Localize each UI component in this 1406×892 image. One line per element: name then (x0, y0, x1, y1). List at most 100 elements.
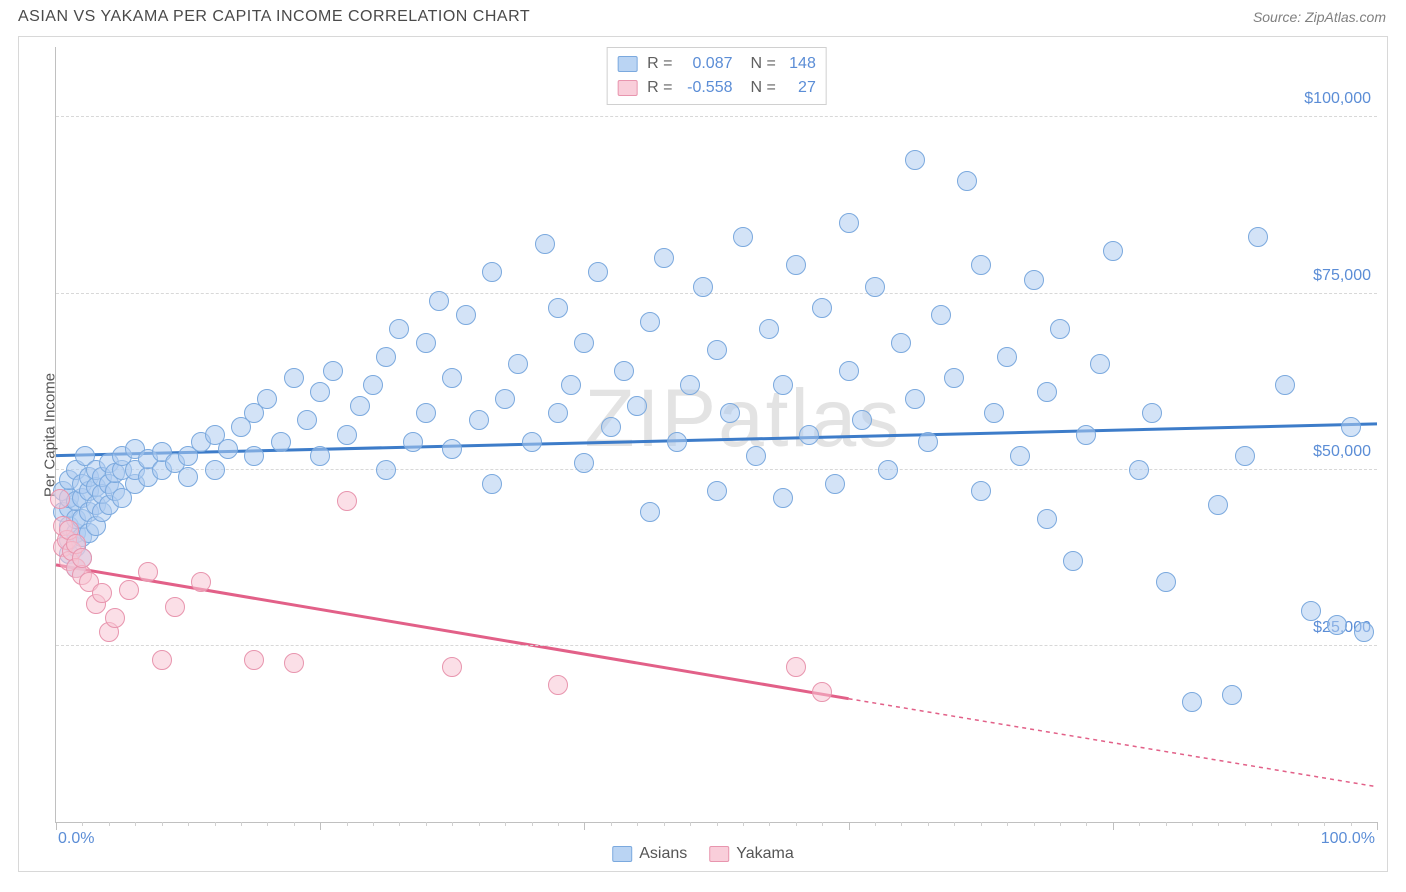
x-minor-tick (822, 822, 823, 826)
data-point (442, 439, 462, 459)
data-point (627, 396, 647, 416)
data-point (165, 597, 185, 617)
data-point (244, 650, 264, 670)
x-minor-tick (611, 822, 612, 826)
legend-label: Yakama (736, 845, 794, 863)
data-point (522, 432, 542, 452)
data-point (693, 277, 713, 297)
data-point (310, 446, 330, 466)
x-minor-tick (796, 822, 797, 826)
data-point (680, 375, 700, 395)
x-minor-tick (1192, 822, 1193, 826)
stat-r-value: 0.087 (679, 52, 733, 76)
x-minor-tick (690, 822, 691, 826)
data-point (773, 375, 793, 395)
data-point (971, 255, 991, 275)
data-point (257, 389, 277, 409)
x-minor-tick (664, 822, 665, 826)
data-point (284, 368, 304, 388)
data-point (588, 262, 608, 282)
data-point (363, 375, 383, 395)
x-tick (56, 822, 57, 830)
data-point (707, 340, 727, 360)
x-minor-tick (1060, 822, 1061, 826)
data-point (469, 410, 489, 430)
data-point (178, 467, 198, 487)
chart-container: Per Capita Income ZIPatlas R =0.087N =14… (18, 36, 1388, 872)
gridline (56, 469, 1377, 470)
data-point (1354, 622, 1374, 642)
data-point (574, 333, 594, 353)
data-point (337, 491, 357, 511)
data-point (376, 347, 396, 367)
x-minor-tick (717, 822, 718, 826)
data-point (535, 234, 555, 254)
data-point (667, 432, 687, 452)
x-minor-tick (1166, 822, 1167, 826)
data-point (244, 446, 264, 466)
x-axis-min-label: 0.0% (58, 830, 94, 848)
data-point (1156, 572, 1176, 592)
data-point (389, 319, 409, 339)
data-point (310, 382, 330, 402)
source-label: Source: ZipAtlas.com (1253, 9, 1386, 25)
x-minor-tick (981, 822, 982, 826)
data-point (733, 227, 753, 247)
data-point (284, 653, 304, 673)
data-point (376, 460, 396, 480)
y-axis-label: Per Capita Income (42, 372, 59, 496)
data-point (574, 453, 594, 473)
data-point (1103, 241, 1123, 261)
x-minor-tick (954, 822, 955, 826)
x-minor-tick (215, 822, 216, 826)
data-point (891, 333, 911, 353)
data-point (548, 675, 568, 695)
series-legend: Asians Yakama (612, 845, 794, 863)
data-point (640, 502, 660, 522)
stat-n-label: N = (751, 76, 776, 100)
y-tick-label: $100,000 (1304, 90, 1371, 108)
data-point (403, 432, 423, 452)
gridline (56, 293, 1377, 294)
data-point (1090, 354, 1110, 374)
data-point (561, 375, 581, 395)
data-point (786, 255, 806, 275)
data-point (548, 298, 568, 318)
stats-legend: R =0.087N =148R =-0.558N =27 (606, 47, 827, 105)
data-point (442, 368, 462, 388)
data-point (654, 248, 674, 268)
legend-label: Asians (639, 845, 687, 863)
x-minor-tick (1245, 822, 1246, 826)
x-tick (320, 822, 321, 830)
x-minor-tick (532, 822, 533, 826)
data-point (931, 305, 951, 325)
x-minor-tick (162, 822, 163, 826)
plot-area: Per Capita Income ZIPatlas R =0.087N =14… (55, 47, 1377, 823)
data-point (1222, 685, 1242, 705)
data-point (92, 583, 112, 603)
data-point (786, 657, 806, 677)
data-point (1129, 460, 1149, 480)
data-point (297, 410, 317, 430)
data-point (1024, 270, 1044, 290)
x-minor-tick (558, 822, 559, 826)
data-point (1063, 551, 1083, 571)
data-point (205, 460, 225, 480)
x-minor-tick (1324, 822, 1325, 826)
data-point (456, 305, 476, 325)
stat-r-label: R = (647, 76, 672, 100)
data-point (1142, 403, 1162, 423)
data-point (825, 474, 845, 494)
x-minor-tick (1271, 822, 1272, 826)
data-point (812, 682, 832, 702)
legend-swatch (617, 80, 637, 96)
x-minor-tick (1034, 822, 1035, 826)
regression-lines (56, 47, 1377, 822)
data-point (601, 417, 621, 437)
data-point (707, 481, 727, 501)
data-point (429, 291, 449, 311)
data-point (905, 389, 925, 409)
x-minor-tick (426, 822, 427, 826)
x-minor-tick (637, 822, 638, 826)
data-point (905, 150, 925, 170)
